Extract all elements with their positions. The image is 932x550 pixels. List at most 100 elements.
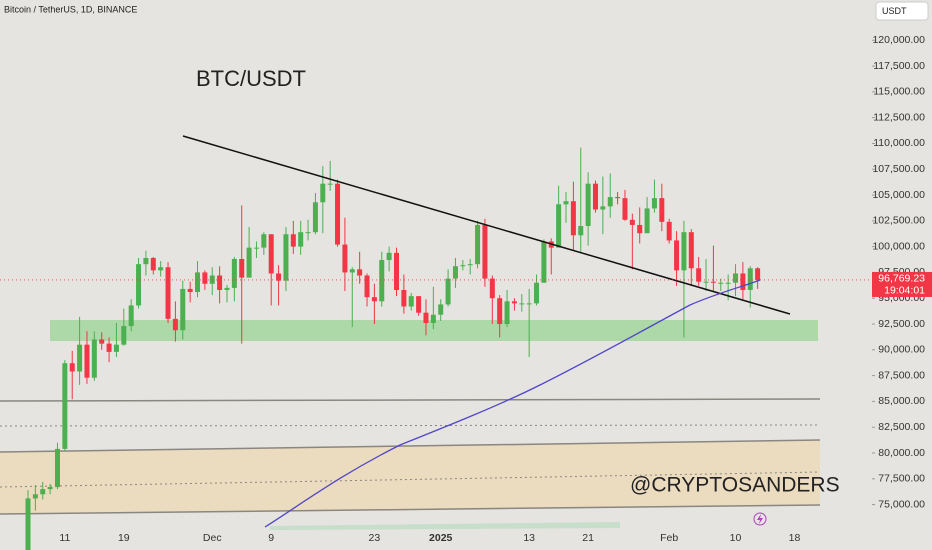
- candle-body: [165, 267, 171, 319]
- quote-button-label[interactable]: USDT: [882, 6, 907, 16]
- candle-body: [224, 287, 230, 290]
- x-tick-label: 13: [523, 532, 535, 544]
- candle-body: [570, 201, 576, 236]
- candle-body: [202, 272, 208, 284]
- candle-body: [379, 260, 385, 302]
- candle-body: [740, 273, 746, 290]
- candle-body: [172, 318, 178, 331]
- candle-body: [489, 278, 495, 299]
- x-tick-label: 23: [369, 532, 381, 544]
- range-top-line: [0, 439, 821, 453]
- trend-line: [182, 135, 791, 315]
- candle-body: [150, 257, 156, 271]
- candle-body: [231, 259, 237, 288]
- chart-title: Bitcoin / TetherUS, 1D, BINANCE: [4, 4, 137, 14]
- candle-body: [637, 224, 643, 234]
- candle-body: [136, 264, 142, 306]
- candle-body: [703, 281, 709, 283]
- last-price-box: [872, 271, 932, 297]
- candle-body: [327, 183, 333, 185]
- candle-body: [651, 198, 657, 209]
- y-tick-label: 115,000.00: [873, 86, 925, 98]
- candle-body: [519, 303, 525, 305]
- x-tick-label: 18: [789, 532, 801, 544]
- candle-body: [526, 303, 532, 305]
- x-tick-label: 21: [582, 532, 594, 544]
- y-tick-label: 102,500.00: [872, 215, 925, 227]
- y-tick-label: 87,500.00: [878, 369, 925, 381]
- candle-body: [747, 268, 753, 290]
- y-tick-label: 75,000.00: [878, 498, 925, 510]
- x-tick-label: 19: [118, 532, 130, 544]
- candle-body: [25, 498, 31, 550]
- candle-body: [268, 234, 274, 274]
- candle-body: [600, 206, 606, 210]
- candle-body: [54, 448, 60, 488]
- candle-body: [718, 282, 724, 284]
- candle-body: [585, 183, 591, 226]
- candle-body: [659, 198, 665, 222]
- x-tick-label: 9: [268, 532, 274, 544]
- demand-zone: [50, 320, 818, 341]
- candle-body: [622, 198, 628, 220]
- candle-body: [460, 265, 466, 267]
- candle-body: [276, 273, 282, 281]
- candle-body: [710, 281, 716, 283]
- last-price-label: 96,769.23: [878, 273, 925, 285]
- candle-body: [239, 259, 245, 278]
- flash-icon-bolt: [757, 514, 763, 524]
- candle-body: [47, 487, 53, 490]
- x-tick-label: 2025: [429, 532, 453, 544]
- y-tick-label: 107,500.00: [872, 163, 925, 175]
- candle-body: [217, 275, 223, 290]
- y-tick-label: 110,000.00: [873, 137, 925, 149]
- flash-icon[interactable]: [753, 512, 767, 526]
- candle-body: [40, 489, 46, 495]
- candle-body: [91, 339, 97, 378]
- candle-body: [504, 301, 510, 325]
- y-tick-label: 80,000.00: [878, 447, 925, 459]
- candle-body: [195, 272, 201, 293]
- candle-body: [430, 314, 436, 323]
- candle-body: [725, 282, 731, 284]
- candle-body: [733, 273, 739, 283]
- candle-body: [556, 204, 562, 248]
- range-mid-line: [0, 471, 821, 488]
- candle-body: [394, 252, 399, 290]
- support-line: [0, 398, 821, 402]
- candle-body: [84, 344, 90, 378]
- candle-body: [99, 339, 105, 344]
- candle-body: [563, 201, 569, 205]
- candle-body: [128, 305, 134, 327]
- candle-body: [629, 219, 635, 225]
- overlays: [182, 135, 791, 528]
- candle-body: [438, 304, 444, 315]
- candle-body: [106, 343, 112, 352]
- candle-body: [335, 183, 341, 245]
- candle-body: [349, 269, 355, 273]
- candle-body: [482, 224, 488, 279]
- candle-body: [416, 296, 422, 313]
- candle-body: [534, 282, 540, 304]
- y-tick-label: 90,000.00: [878, 344, 925, 356]
- candle-body: [386, 252, 392, 261]
- x-tick-label: 11: [59, 532, 70, 544]
- candle-body: [371, 297, 377, 302]
- candle-body: [158, 267, 164, 271]
- candles: [25, 147, 761, 550]
- quote-button[interactable]: [875, 1, 929, 21]
- candle-body: [592, 183, 598, 210]
- candle-body: [261, 234, 267, 248]
- annotation: BTC/USDT: [196, 66, 306, 91]
- candle-body: [408, 296, 414, 307]
- candle-body: [32, 494, 38, 499]
- candle-body: [364, 275, 370, 298]
- x-tick-label: 10: [730, 532, 742, 544]
- candle-body: [674, 240, 680, 271]
- candle-body: [755, 268, 761, 280]
- candle-body: [578, 225, 584, 236]
- y-tick-label: 77,500.00: [878, 473, 925, 485]
- candle-body: [253, 247, 259, 249]
- y-tick-label: 105,000.00: [872, 189, 925, 201]
